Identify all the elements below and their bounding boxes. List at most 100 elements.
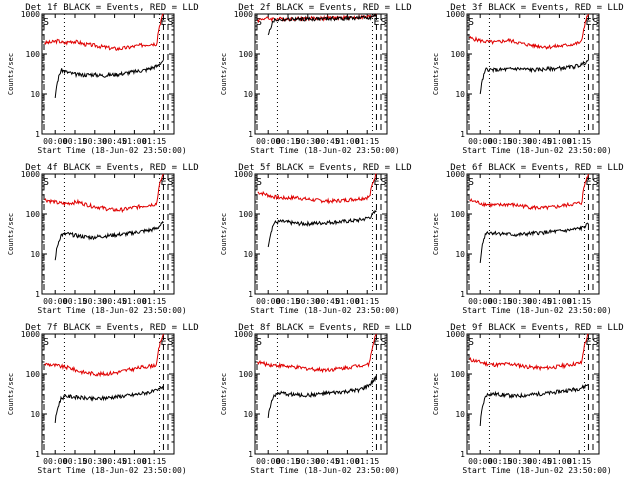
y-tick-label: 1 [248,290,253,299]
y-tick-label: 1000 [21,170,40,179]
x-tick-label: 00:00 [256,137,280,146]
y-tick-label: 1000 [234,10,253,19]
start-marker-label: S [380,337,386,348]
x-tick-label: 00:15 [488,457,512,466]
plot-frame [466,13,600,135]
detector-panel: Det 1f BLACK = Events, RED = LLD 1 10 100 10… [7,3,199,155]
x-tick-label: 01:00 [335,457,359,466]
end-marker-label: E [373,177,379,188]
y-tick-label: 1 [248,130,253,139]
lld-series-line [44,173,164,214]
x-tick-label: 00:15 [63,137,87,146]
y-tick-label: 1000 [234,330,253,339]
x-tick-label: 00:15 [488,297,512,306]
x-axis-label: Start Time (18-Jun-02 23:50:00) [250,466,399,475]
plot-frame [254,173,388,295]
start-marker-label: S [592,177,598,188]
y-tick-label: 1000 [21,10,40,19]
panel-title: Det 7f BLACK = Events, RED = LLD [25,323,198,333]
detector-panel: Det 7f BLACK = Events, RED = LLD 1 10 100 10… [7,323,199,475]
end-marker-label: E [373,337,379,348]
x-tick-label: 00:30 [508,137,532,146]
end-marker-label: E [373,17,379,28]
x-tick-label: 01:15 [567,137,591,146]
start-marker-label: S [256,337,262,348]
x-axis-label: Start Time (18-Jun-02 23:50:00) [37,466,186,475]
panel-title: Det 9f BLACK = Events, RED = LLD [450,323,623,333]
x-tick-label: 00:45 [103,297,127,306]
y-axis-label: Counts/sec [432,53,440,95]
x-tick-label: 00:45 [528,297,552,306]
plot-frame [41,13,175,135]
start-marker-label: S [468,17,474,28]
y-tick-label: 1 [460,130,465,139]
y-tick-label: 100 [239,210,254,219]
start-marker-label: S [167,17,173,28]
lld-series-line [469,173,589,211]
x-tick-label: 01:15 [142,297,166,306]
y-tick-label: 10 [30,250,40,259]
y-tick-label: 1000 [446,10,465,19]
plot-frame [466,173,600,295]
end-marker-label: E [160,17,166,28]
x-tick-label: 00:15 [63,457,87,466]
end-marker-label: E [585,337,591,348]
end-marker-label: E [585,177,591,188]
x-tick-label: 00:45 [316,457,340,466]
y-tick-label: 1 [460,450,465,459]
y-tick-label: 1000 [446,170,465,179]
x-tick-label: 00:45 [528,457,552,466]
lld-series-line [469,13,589,50]
x-tick-label: 00:00 [43,297,67,306]
panel-title: Det 4f BLACK = Events, RED = LLD [25,163,198,173]
x-tick-label: 00:15 [276,297,300,306]
events-series-line [479,59,589,95]
detector-panel: Det 5f BLACK = Events, RED = LLD 1 10 100 10… [220,163,412,315]
y-tick-label: 1000 [21,330,40,339]
x-tick-label: 01:15 [355,297,379,306]
x-tick-label: 00:45 [316,297,340,306]
y-tick-label: 10 [30,90,40,99]
y-tick-label: 1 [35,290,40,299]
x-axis-label: Start Time (18-Jun-02 23:50:00) [462,306,611,315]
plot-frame [41,173,175,295]
x-tick-label: 00:00 [256,457,280,466]
start-marker-label: S [43,17,49,28]
events-series-line [54,59,164,98]
y-tick-label: 10 [455,90,465,99]
panel-title: Det 2f BLACK = Events, RED = LLD [238,3,411,13]
y-tick-label: 100 [26,50,41,59]
start-marker-label: S [592,337,598,348]
x-tick-label: 00:00 [468,297,492,306]
x-tick-label: 00:00 [256,297,280,306]
y-tick-label: 100 [451,210,466,219]
x-tick-label: 00:00 [43,137,67,146]
x-axis-label: Start Time (18-Jun-02 23:50:00) [250,306,399,315]
y-tick-label: 1 [460,290,465,299]
x-tick-label: 00:00 [43,457,67,466]
panel-title: Det 5f BLACK = Events, RED = LLD [238,163,411,173]
x-tick-label: 01:15 [567,297,591,306]
y-tick-label: 1000 [234,170,253,179]
y-tick-label: 100 [26,370,41,379]
panel-title: Det 1f BLACK = Events, RED = LLD [25,3,198,13]
x-tick-label: 00:00 [468,457,492,466]
x-tick-label: 00:15 [276,457,300,466]
x-tick-label: 01:00 [547,137,571,146]
detector-panel: Det 6f BLACK = Events, RED = LLD 1 10 100 10… [432,163,624,315]
start-marker-label: S [256,177,262,188]
start-marker-label: S [167,177,173,188]
start-marker-label: S [380,177,386,188]
plot-frame [254,13,388,135]
y-tick-label: 10 [243,250,253,259]
start-marker-label: S [468,177,474,188]
y-tick-label: 1000 [446,330,465,339]
lld-series-line [44,333,164,378]
start-marker-label: S [468,337,474,348]
start-marker-label: S [167,337,173,348]
y-axis-label: Counts/sec [220,373,228,415]
plot-frame [41,333,175,455]
x-tick-label: 01:00 [122,457,146,466]
lld-series-line [257,173,377,205]
x-tick-label: 01:15 [355,457,379,466]
